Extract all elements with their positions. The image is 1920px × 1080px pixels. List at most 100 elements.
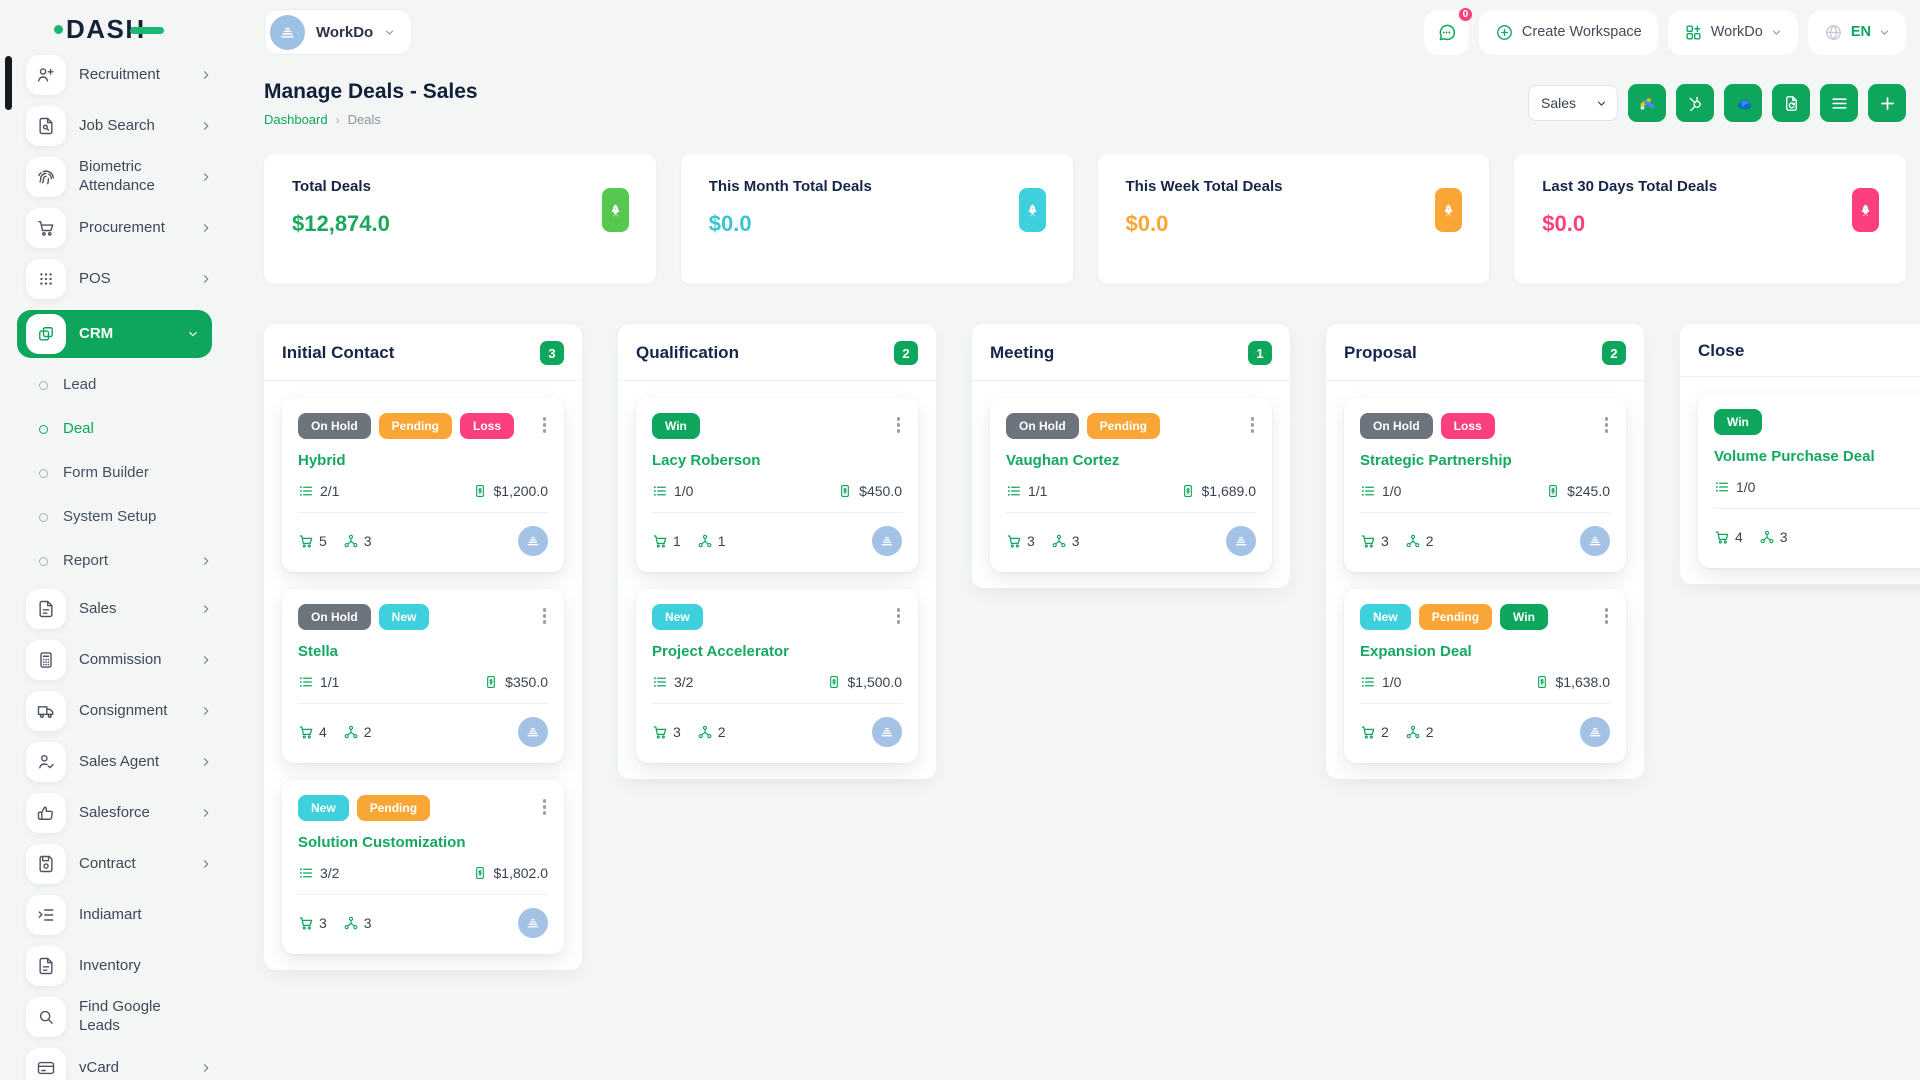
kebab-menu-icon[interactable] [1603,604,1611,628]
deal-card-solution-customization[interactable]: New Pending Solution Customization 3/2 $1… [282,780,564,954]
deal-status-tag: New [298,795,349,821]
users-icon [1405,724,1421,740]
deal-card-stella[interactable]: On Hold New Stella 1/1 $350.0 4 [282,589,564,763]
sidebar-item-biometric-attendance[interactable]: Biometric Attendance [26,157,222,197]
deal-card-strategic-partnership[interactable]: On Hold Loss Strategic Partnership 1/0 $2… [1344,398,1626,572]
kebab-menu-icon[interactable] [1249,413,1257,437]
deal-name-link[interactable]: Solution Customization [298,834,466,851]
list-view-button[interactable] [1820,84,1858,122]
sidebar-item-inventory[interactable]: Inventory [26,946,222,986]
sidebar-item-crm[interactable]: CRM [17,310,212,358]
deal-tags: On Hold Pending Loss [298,413,515,439]
column-cards: On Hold Pending Vaughan Cortez 1/1 $1,689… [990,398,1272,572]
hubspot-button[interactable] [1676,84,1714,122]
deal-name-link[interactable]: Expansion Deal [1360,643,1472,660]
sidebar-item-icon-tile [26,314,66,354]
sidebar-item-label: Contract [79,854,136,872]
dash-logo[interactable]: DASH [54,14,222,44]
sidebar-item-commission[interactable]: Commission [26,640,222,680]
building-icon [525,915,541,931]
main-content: WorkDo 0 Create Workspace WorkDo [222,0,1920,1080]
deal-card-vaughan-cortez[interactable]: On Hold Pending Vaughan Cortez 1/1 $1,689… [990,398,1272,572]
sidebar-item-salesforce[interactable]: Salesforce [26,793,222,833]
kebab-menu-icon[interactable] [541,795,549,819]
deal-card-lacy-roberson[interactable]: Win Lacy Roberson 1/0 $450.0 1 [636,398,918,572]
create-workspace-button[interactable]: Create Workspace [1478,9,1658,55]
sidebar-item-procurement[interactable]: Procurement [26,208,222,248]
sidebar-item-icon-tile [26,640,66,680]
sidebar-item-recruitment[interactable]: Recruitment [26,55,222,95]
sidebar-item-vcard[interactable]: vCard [26,1048,222,1080]
deal-name-link[interactable]: Stella [298,643,339,660]
workspace-switcher[interactable]: WorkDo [264,9,413,55]
deal-footer: 1 1 [652,526,902,556]
user-plus-icon [36,65,56,85]
breadcrumb-dashboard-link[interactable]: Dashboard [264,112,328,127]
deal-stats-row: 1/1 $1,689.0 [1006,483,1256,499]
sidebar-item-job-search[interactable]: Job Search [26,106,222,146]
kebab-menu-icon[interactable] [541,413,549,437]
sidebar-item-form-builder[interactable]: Form Builder [39,457,212,489]
language-dropdown[interactable]: EN [1807,9,1906,55]
deal-products-count: 5 [319,533,327,549]
kebab-menu-icon[interactable] [895,413,903,437]
divider [1006,512,1256,513]
hubspot-icon [1686,94,1705,113]
deal-tags: New [652,604,703,630]
deal-card-project-accelerator[interactable]: New Project Accelerator 3/2 $1,500.0 3 [636,589,918,763]
sidebar-item-consignment[interactable]: Consignment [26,691,222,731]
deal-card-volume-purchase-deal[interactable]: Win Volume Purchase Deal 1/0 4 [1698,394,1920,568]
add-button[interactable] [1868,84,1906,122]
sidebar-item-contract[interactable]: Contract [26,844,222,884]
deal-name-link[interactable]: Volume Purchase Deal [1714,448,1875,465]
deal-status-tag: Win [1714,409,1762,435]
sidebar-item-deal[interactable]: Deal [39,413,212,445]
workspace-dropdown[interactable]: WorkDo [1667,9,1798,55]
users-icon [697,724,713,740]
cart-icon [1360,533,1376,549]
export-button[interactable] [1772,84,1810,122]
messages-button[interactable]: 0 [1423,5,1474,55]
breadcrumb: Dashboard › Deals [264,112,478,127]
sidebar-item-label: Commission [79,650,162,668]
sidebar-item-find-google-leads[interactable]: Find Google Leads [26,997,222,1037]
topbar-right: 0 Create Workspace WorkDo EN [1423,5,1906,55]
kebab-menu-icon[interactable] [541,604,549,628]
building-icon [278,23,297,42]
deal-name-link[interactable]: Project Accelerator [652,643,790,660]
deal-name-link[interactable]: Lacy Roberson [652,452,761,469]
deal-card-hybrid[interactable]: On Hold Pending Loss Hybrid 2/1 $1,200.0 5 [282,398,564,572]
sidebar-item-indiamart[interactable]: Indiamart [26,895,222,935]
deal-footer: 4 3 [1714,522,1920,552]
sidebar-item-sales[interactable]: Sales [26,589,222,629]
bullet-circle-icon [39,512,48,522]
column-title: Meeting [990,343,1055,362]
kebab-menu-icon[interactable] [895,604,903,628]
list-lines-icon [1830,94,1849,113]
workspace-avatar [872,717,902,747]
chevron-right-icon [200,120,212,132]
sidebar-scrollbar-thumb[interactable] [5,56,12,110]
sidebar-item-lead[interactable]: Lead [39,369,212,401]
onedrive-button[interactable] [1724,84,1762,122]
sidebar-item-label: Job Search [79,116,155,134]
kebab-menu-icon[interactable] [1603,413,1611,437]
chevron-down-icon [384,27,395,38]
rocket-icon [1852,188,1879,232]
deal-name-link[interactable]: Hybrid [298,452,346,469]
deal-tags-row: On Hold Loss [1360,413,1610,439]
sidebar-item-pos[interactable]: POS [26,259,222,299]
sidebar-item-system-setup[interactable]: System Setup [39,501,212,533]
deal-name-link[interactable]: Strategic Partnership [1360,452,1512,469]
workspace-avatar [518,908,548,938]
globe-icon [1824,23,1843,42]
deal-status-tag: Loss [1440,413,1495,439]
deal-users-count: 2 [1425,724,1434,740]
pipeline-select[interactable]: Sales [1528,85,1618,121]
sidebar-item-sales-agent[interactable]: Sales Agent [26,742,222,782]
deal-name-link[interactable]: Vaughan Cortez [1006,452,1120,469]
google-ads-button[interactable] [1628,84,1666,122]
sidebar-item-report[interactable]: Report [39,545,212,577]
deal-users-count: 3 [1779,529,1788,545]
deal-card-expansion-deal[interactable]: New Pending Win Expansion Deal 1/0 $1,638.… [1344,589,1626,763]
